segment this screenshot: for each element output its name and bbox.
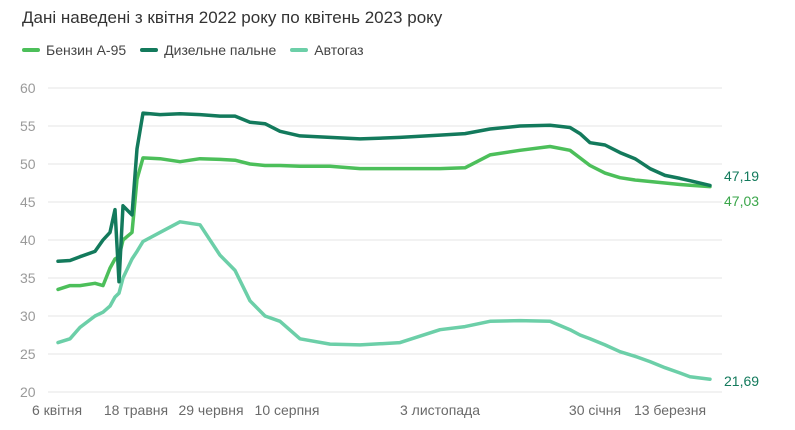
y-tick-label: 50 [20, 156, 36, 172]
end-value-label: 47,03 [724, 193, 759, 209]
legend-item-autogas[interactable]: Автогаз [290, 42, 364, 58]
y-tick-label: 35 [20, 270, 36, 286]
y-tick-label: 55 [20, 118, 36, 134]
legend-label-autogas: Автогаз [314, 42, 364, 58]
legend: Бензин А-95 Дизельне пальне Автогаз [22, 42, 364, 58]
x-axis: 6 квітня 18 травня 29 червня 10 серпня 3 лис… [32, 402, 706, 418]
y-tick-label: 45 [20, 194, 36, 210]
y-tick-label: 40 [20, 232, 36, 248]
x-tick-label: 18 травня [104, 402, 168, 418]
chart-title: Дані наведені з квітня 2022 року по квіт… [22, 8, 443, 27]
gridlines [48, 87, 722, 393]
y-tick-label: 25 [20, 346, 36, 362]
end-value-labels: 47,19 47,03 21,69 [724, 168, 759, 389]
y-tick-label: 60 [20, 80, 36, 96]
y-axis: 20 25 30 35 40 45 50 55 60 [20, 80, 36, 400]
end-value-label: 21,69 [724, 373, 759, 389]
x-tick-label: 3 листопада [400, 402, 480, 418]
y-tick-label: 30 [20, 308, 36, 324]
series-line[interactable] [56, 111, 712, 284]
end-value-label: 47,19 [724, 168, 759, 184]
y-tick-label: 20 [20, 384, 36, 400]
legend-item-petrol[interactable]: Бензин А-95 [22, 42, 126, 58]
legend-swatch-petrol [22, 48, 40, 52]
legend-swatch-diesel [140, 48, 159, 52]
legend-swatch-autogas [290, 48, 309, 52]
series-line[interactable] [56, 220, 712, 381]
legend-label-petrol: Бензин А-95 [46, 42, 127, 58]
x-tick-label: 13 березня [634, 402, 706, 418]
legend-item-diesel[interactable]: Дизельне пальне [140, 42, 276, 58]
legend-label-diesel: Дизельне пальне [164, 42, 277, 58]
x-tick-label: 10 серпня [255, 402, 320, 418]
series-line[interactable] [56, 144, 712, 292]
x-tick-label: 6 квітня [32, 402, 82, 418]
series-lines [56, 111, 712, 381]
x-tick-label: 29 червня [178, 402, 243, 418]
x-tick-label: 30 січня [569, 402, 621, 418]
